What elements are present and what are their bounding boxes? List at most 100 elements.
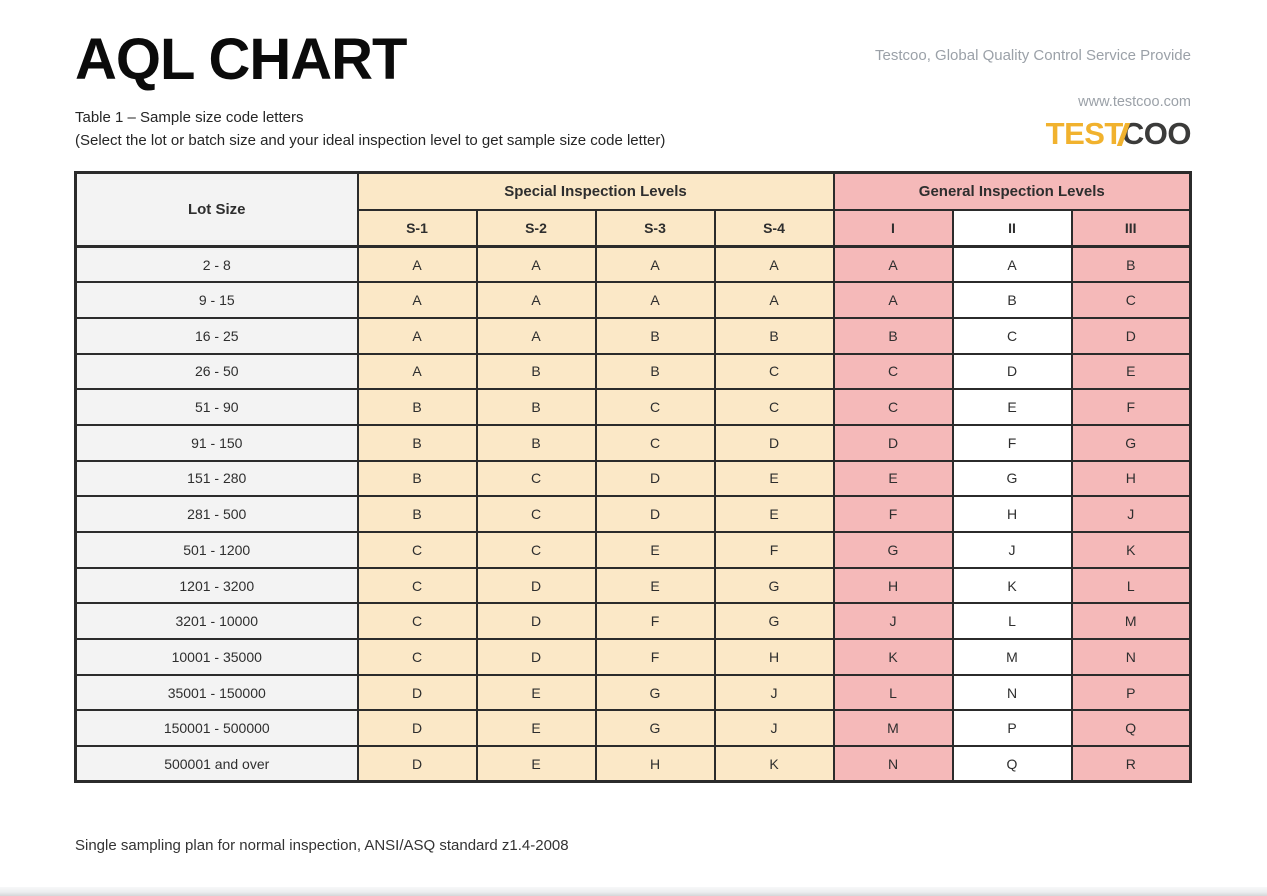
table-row: 26 - 50 A B B C C D E [74, 352, 1192, 391]
subtitle-line-2: (Select the lot or batch size and your i… [75, 131, 666, 149]
code-letter-cell: H [1070, 459, 1192, 498]
sub-header-row: S-1 S-2 S-3 S-4 I II III [76, 208, 1192, 248]
col-header-s1: S-1 [356, 208, 478, 248]
code-letter-cell: L [1070, 566, 1192, 605]
code-letter-cell: K [951, 566, 1073, 605]
code-letter-cell: C [832, 388, 954, 426]
testcoo-logo: TESTCOO [875, 118, 1192, 149]
code-letter-cell: A [832, 245, 954, 284]
code-letter-cell: D [951, 352, 1073, 391]
code-letter-cell: K [713, 745, 835, 783]
table-row: 281 - 500 B C D E F H J [74, 495, 1192, 533]
code-letter-cell: D [356, 709, 478, 748]
code-letter-cell: A [356, 352, 478, 391]
lot-size-cell: 9 - 15 [74, 281, 359, 319]
code-letter-cell: C [594, 388, 716, 426]
table-row: 500001 and over D E H K N Q R [74, 745, 1192, 783]
lot-size-cell: 16 - 25 [74, 316, 359, 355]
lot-size-cell: 3201 - 10000 [74, 602, 359, 641]
code-letter-cell: M [951, 638, 1073, 676]
code-letter-cell: A [475, 316, 597, 355]
code-letter-cell: P [951, 709, 1073, 748]
code-letter-cell: B [475, 352, 597, 391]
code-letter-cell: F [594, 638, 716, 676]
table-row: 10001 - 35000 C D F H K M N [74, 638, 1192, 676]
general-inspection-levels-header: General Inspection Levels [832, 171, 1192, 211]
company-website: www.testcoo.com [1078, 94, 1191, 110]
code-letter-cell: G [832, 531, 954, 569]
code-letter-cell: P [1070, 673, 1192, 712]
code-letter-cell: J [1070, 495, 1192, 533]
code-letter-cell: K [1070, 531, 1192, 569]
code-letter-cell: A [356, 316, 478, 355]
code-letter-cell: A [475, 281, 597, 319]
code-letter-cell: N [951, 673, 1073, 712]
col-header-level-3: III [1070, 208, 1192, 248]
company-tagline: Testcoo, Global Quality Control Service … [875, 47, 1191, 64]
code-letter-cell: J [713, 709, 835, 748]
code-letter-cell: J [951, 531, 1073, 569]
code-letter-cell: N [1070, 638, 1192, 676]
code-letter-cell: D [356, 745, 478, 783]
lot-size-header: Lot Size [74, 171, 359, 248]
bottom-edge-bar [0, 887, 1267, 896]
code-letter-cell: E [832, 459, 954, 498]
code-letter-cell: F [594, 602, 716, 641]
code-letter-cell: Q [1070, 709, 1192, 748]
table-header: Lot Size Special Inspection Levels Gener… [74, 171, 1192, 248]
code-letter-cell: C [713, 388, 835, 426]
page-title: AQL CHART [75, 27, 407, 92]
code-letter-cell: A [356, 245, 478, 284]
code-letter-cell: G [594, 673, 716, 712]
lot-size-cell: 10001 - 35000 [74, 638, 359, 676]
code-letter-cell: K [832, 638, 954, 676]
header-left: AQL CHART Table 1 – Sample size code let… [75, 27, 666, 152]
code-letter-cell: E [713, 495, 835, 533]
code-letter-cell: E [1070, 352, 1192, 391]
code-letter-cell: E [475, 673, 597, 712]
code-letter-cell: H [832, 566, 954, 605]
footnote: Single sampling plan for normal inspecti… [75, 837, 569, 854]
code-letter-cell: B [832, 316, 954, 355]
code-letter-cell: A [475, 245, 597, 284]
table-row: 91 - 150 B B C D D F G [74, 423, 1192, 462]
code-letter-cell: C [356, 566, 478, 605]
code-letter-cell: D [475, 602, 597, 641]
special-inspection-levels-header: Special Inspection Levels [356, 171, 835, 211]
table-row: 9 - 15 A A A A A B C [74, 281, 1192, 319]
col-header-level-1: I [832, 208, 954, 248]
lot-size-cell: 51 - 90 [74, 388, 359, 426]
lot-size-cell: 2 - 8 [74, 245, 359, 284]
table-row: 35001 - 150000 D E G J L N P [74, 673, 1192, 712]
code-letter-cell: B [475, 388, 597, 426]
code-letter-cell: J [832, 602, 954, 641]
code-letter-cell: B [594, 352, 716, 391]
code-letter-cell: D [832, 423, 954, 462]
code-letter-cell: B [951, 281, 1073, 319]
code-letter-cell: B [356, 495, 478, 533]
table-row: 16 - 25 A A B B B C D [74, 316, 1192, 355]
code-letter-cell: D [1070, 316, 1192, 355]
col-header-level-2: II [951, 208, 1073, 248]
code-letter-cell: B [475, 423, 597, 462]
subtitle-line-1: Table 1 – Sample size code letters [75, 108, 304, 126]
code-letter-cell: A [594, 245, 716, 284]
code-letter-cell: F [713, 531, 835, 569]
code-letter-cell: H [951, 495, 1073, 533]
code-letter-cell: D [356, 673, 478, 712]
lot-size-cell: 91 - 150 [74, 423, 359, 462]
code-letter-cell: E [713, 459, 835, 498]
code-letter-cell: L [951, 602, 1073, 641]
table-row: 151 - 280 B C D E E G H [74, 459, 1192, 498]
code-letter-cell: N [832, 745, 954, 783]
code-letter-cell: B [713, 316, 835, 355]
code-letter-cell: B [594, 316, 716, 355]
code-letter-cell: D [475, 638, 597, 676]
table-row: 501 - 1200 C C E F G J K [74, 531, 1192, 569]
header-right: Testcoo, Global Quality Control Service … [875, 47, 1191, 149]
code-letter-cell: B [356, 459, 478, 498]
code-letter-cell: J [713, 673, 835, 712]
code-letter-cell: G [951, 459, 1073, 498]
